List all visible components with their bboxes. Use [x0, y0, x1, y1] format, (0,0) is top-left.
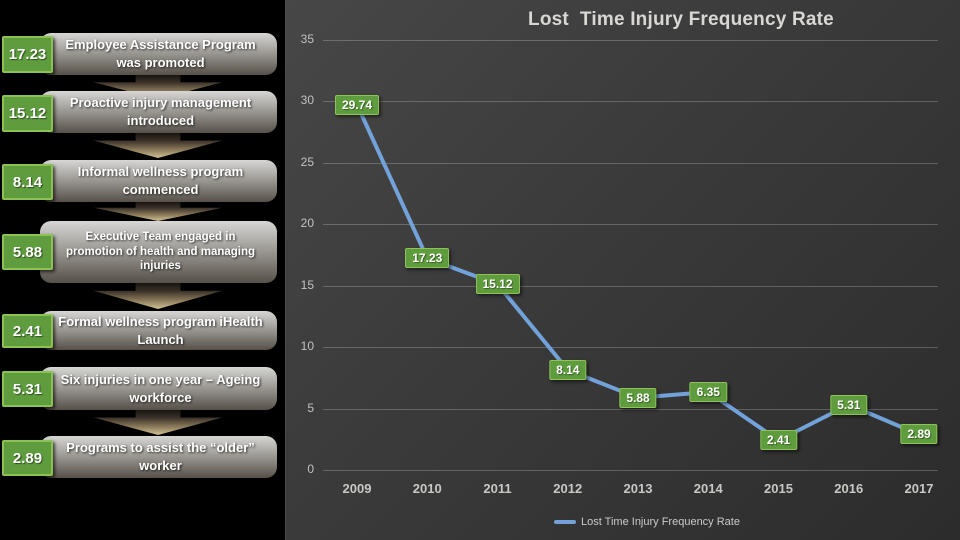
- chart-title: Lost Time Injury Frequency Rate: [528, 9, 834, 30]
- y-axis-tick-label: 25: [300, 154, 314, 169]
- gridline: [323, 408, 938, 410]
- gridline: [323, 470, 938, 471]
- gridline: [323, 347, 938, 349]
- y-axis-tick-label: 15: [300, 277, 314, 292]
- y-axis-tick-label: 0: [307, 462, 314, 476]
- data-label: 2.41: [759, 430, 798, 451]
- step-value-badge: 2.89: [2, 440, 53, 476]
- x-axis-tick-label: 2014: [693, 481, 723, 496]
- data-label: 8.14: [549, 359, 587, 380]
- x-axis-tick-label: 2017: [904, 481, 934, 496]
- step-six-injuries: Six injuries in one year – Ageing workfo…: [0, 367, 285, 410]
- y-axis-tick-label: 10: [300, 339, 314, 354]
- data-label: 17.23: [405, 248, 450, 269]
- gridline: [323, 101, 938, 103]
- step-formal-wellness: Formal wellness program iHealth Launch 2…: [0, 311, 285, 350]
- step-text: Proactive injury management introduced: [40, 91, 277, 133]
- step-text: Formal wellness program iHealth Launch: [40, 311, 277, 350]
- data-label: 5.88: [619, 387, 657, 408]
- data-label: 6.35: [689, 381, 727, 402]
- y-axis-tick-label: 20: [300, 216, 314, 231]
- step-text: Employee Assistance Program was promoted: [40, 33, 277, 75]
- step-older-worker: Programs to assist the “older” worker 2.…: [0, 436, 285, 478]
- data-label: 15.12: [475, 274, 520, 295]
- step-value-badge: 5.88: [2, 234, 53, 270]
- x-axis-tick-label: 2016: [834, 481, 864, 496]
- gridline: [323, 224, 938, 226]
- step-text: Programs to assist the “older” worker: [40, 436, 277, 478]
- gridline: [323, 40, 938, 41]
- down-arrow-icon: [93, 133, 223, 158]
- series-line: [355, 102, 921, 443]
- gridline: [323, 285, 938, 287]
- y-axis-tick-label: 5: [307, 400, 314, 415]
- x-axis-tick-label: 2009: [342, 481, 372, 496]
- step-proactive-injury: Proactive injury management introduced 1…: [0, 91, 285, 133]
- down-arrow-icon: [93, 283, 223, 309]
- y-axis-tick-label: 35: [300, 32, 314, 46]
- x-axis-tick-label: 2010: [412, 481, 442, 496]
- step-text: Six injuries in one year – Ageing workfo…: [40, 367, 277, 410]
- step-informal-wellness: Informal wellness program commenced 8.14: [0, 160, 285, 202]
- step-text: Executive Team engaged in promotion of h…: [40, 221, 277, 283]
- step-value-badge: 15.12: [2, 95, 53, 132]
- x-axis-tick-label: 2012: [553, 481, 583, 496]
- legend-label: Lost Time Injury Frequency Rate: [581, 516, 740, 528]
- step-value-badge: 17.23: [2, 36, 53, 73]
- step-value-badge: 5.31: [2, 371, 53, 407]
- step-value-badge: 2.41: [2, 314, 53, 348]
- legend-line-swatch: [554, 520, 577, 524]
- y-axis-tick-label: 30: [300, 93, 314, 108]
- line-chart: Lost Time Injury Frequency Rate Lost Tim…: [285, 0, 960, 540]
- gridline: [323, 162, 938, 164]
- data-label: 29.74: [334, 94, 380, 115]
- x-axis-tick-label: 2011: [483, 481, 512, 496]
- step-employee-assistance: Employee Assistance Program was promoted…: [0, 33, 285, 75]
- step-text: Informal wellness program commenced: [40, 160, 277, 202]
- down-arrow-icon: [93, 202, 223, 221]
- step-executive-team: Executive Team engaged in promotion of h…: [0, 221, 285, 283]
- chart-legend: Lost Time Injury Frequency Rate: [286, 516, 960, 528]
- step-value-badge: 8.14: [2, 164, 53, 200]
- x-axis-tick-label: 2013: [623, 481, 653, 496]
- x-axis-tick-label: 2015: [764, 481, 793, 496]
- data-label: 5.31: [830, 394, 868, 415]
- down-arrow-icon: [93, 410, 223, 435]
- annotation-panel: Employee Assistance Program was promoted…: [0, 0, 285, 540]
- data-label: 2.89: [900, 424, 938, 445]
